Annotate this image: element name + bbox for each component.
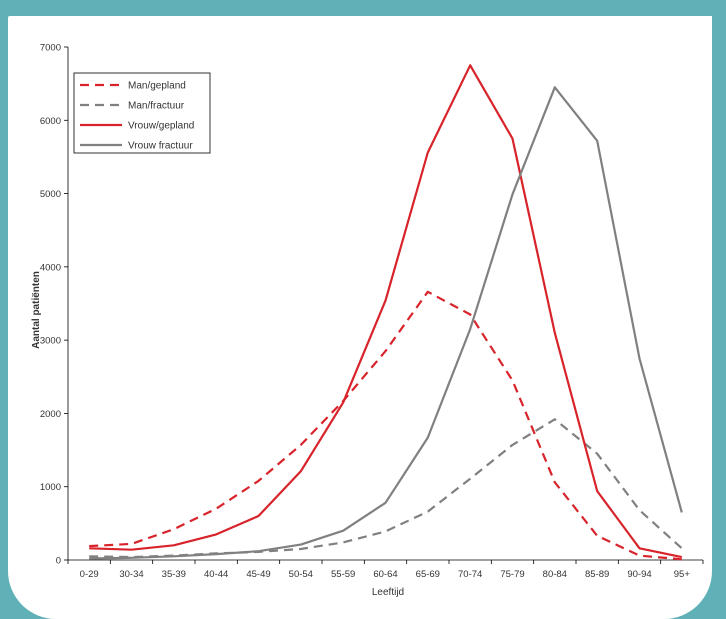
legend-label: Vrouw fractuur: [128, 141, 193, 152]
x-tick-label: 55-59: [331, 569, 355, 580]
series-lines: [89, 64, 683, 561]
x-tick-label: 75-79: [500, 569, 524, 580]
y-tick-label: 6000: [40, 116, 61, 127]
x-axis-title: Leeftijd: [372, 587, 404, 598]
x-tick-label: 40-44: [204, 569, 228, 580]
series-line-0: [89, 290, 682, 561]
x-tick-label: 65-69: [416, 569, 440, 580]
y-tick-labels: 0 1000 2000 3000 4000 5000 6000 7000: [40, 43, 61, 567]
legend-label: Vrouw/gepland: [128, 121, 194, 132]
x-tick-label: 0-29: [80, 569, 99, 580]
series-line-3: [89, 86, 683, 560]
y-tick-label: 1000: [40, 482, 61, 493]
legend-label: Man/gepland: [128, 81, 186, 92]
x-tick-label: 70-74: [458, 569, 482, 580]
x-tick-label: 50-54: [289, 569, 313, 580]
x-tick-label: 85-89: [585, 569, 609, 580]
legend-label: Man/fractuur: [128, 101, 185, 112]
legend-box: [73, 72, 211, 154]
x-tick-label: 90-94: [627, 569, 651, 580]
axes: [64, 46, 704, 564]
x-tick-label: 95+: [674, 569, 691, 580]
y-tick-label: 2000: [40, 409, 61, 420]
y-tick-label: 4000: [40, 262, 61, 273]
y-axis-title: Aantal patiënten: [31, 271, 42, 349]
x-tick-labels: 0-29 30-34 35-39 40-44 45-49 50-54 55-59 60-64 6…: [80, 569, 691, 580]
series-line-2: [89, 64, 683, 559]
x-tick-label: 60-64: [373, 569, 397, 580]
x-tick-label: 30-34: [119, 569, 143, 580]
y-tick-label: 7000: [40, 43, 61, 54]
legend: Man/gepland Man/fractuur Vrouw/gepland Vrou…: [73, 72, 211, 154]
y-tick-label: 3000: [40, 336, 61, 347]
x-tick-label: 45-49: [246, 569, 270, 580]
y-tick-label: 5000: [40, 189, 61, 200]
x-tick-label: 80-84: [543, 569, 567, 580]
series-line-1: [89, 418, 683, 559]
y-tick-label: 0: [56, 556, 61, 567]
x-tick-label: 35-39: [162, 569, 186, 580]
